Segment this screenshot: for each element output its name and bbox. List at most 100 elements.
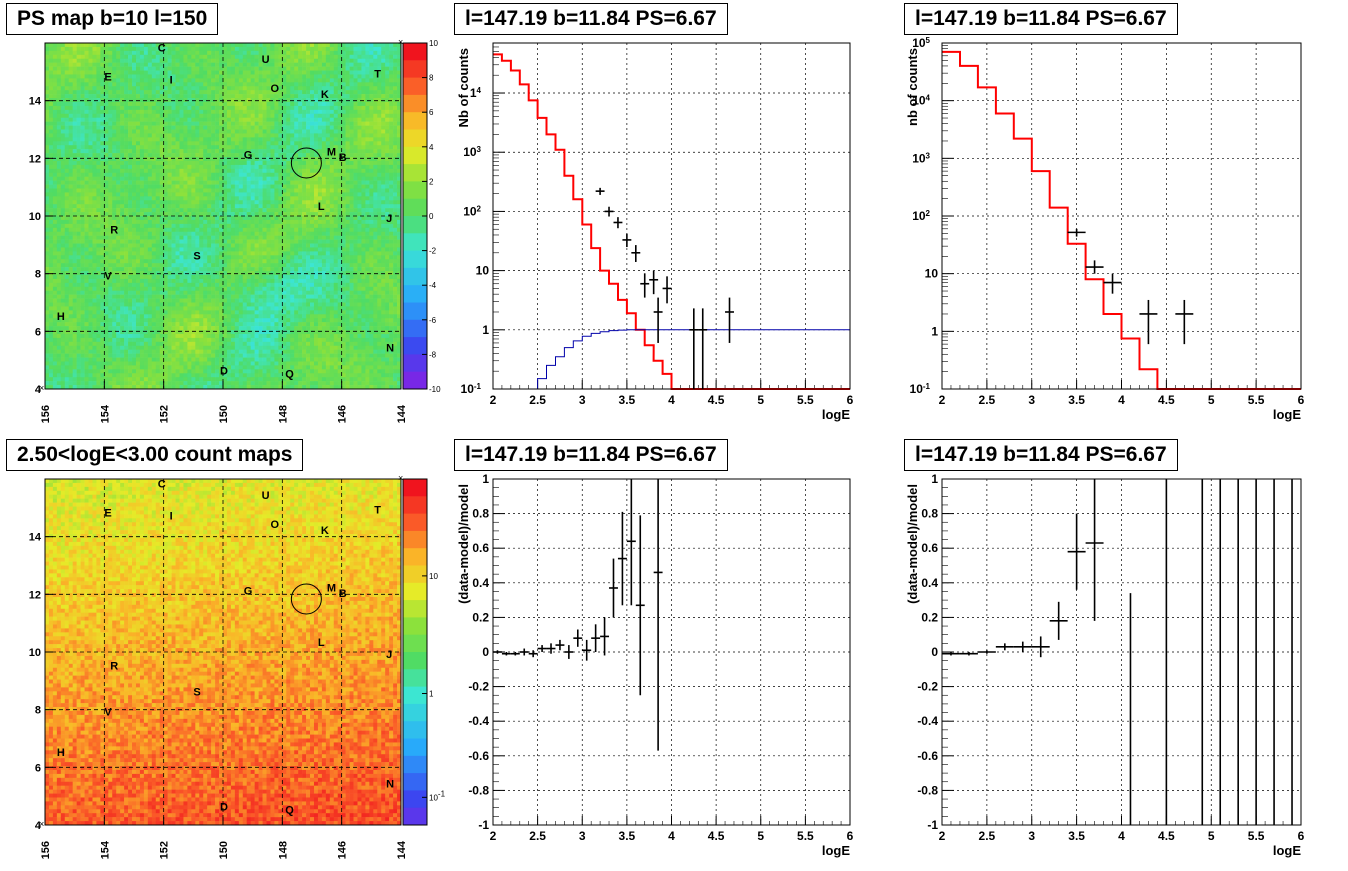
y-tick-label: 0.2 — [472, 610, 489, 624]
y-tick-label: 102 — [463, 204, 481, 219]
map-x-tick-label: 144 — [396, 404, 408, 423]
y-tick-label: 0.4 — [921, 576, 938, 590]
colorbar-cell — [403, 302, 427, 321]
x-tick-label: 4.5 — [708, 393, 725, 407]
source-label-R: R — [110, 224, 118, 236]
colorbar-cell — [403, 755, 427, 774]
map-x-tick-label: 146 — [337, 405, 349, 423]
y-axis-label: nb of counts — [905, 48, 920, 126]
map-x-tick-label: 154 — [99, 404, 111, 423]
colorbar-tick-label: -2 — [429, 247, 437, 256]
colorbar-cell — [403, 129, 427, 148]
x-tick-label: 4.5 — [1158, 393, 1175, 407]
colorbar-cell — [403, 371, 427, 390]
x-tick-label: 2 — [939, 829, 946, 843]
x-tick-label: 4 — [1118, 393, 1125, 407]
colorbar-cell — [403, 354, 427, 373]
y-axis-label: Nb of counts — [456, 48, 471, 127]
colorbar-cell — [403, 721, 427, 739]
colorbar-cell — [403, 216, 427, 234]
count-map: 156 154 152 150 148 146 144 4 6 8 10 12 14 C U T E I O K G M B… — [29, 473, 446, 859]
ps-map: 156 154 152 150 148 146 144 4 6 8 10 12 14 C U T E I O K G M B… — [29, 37, 441, 423]
source-label-Q: Q — [285, 804, 294, 816]
corner-mark: × — [39, 819, 44, 829]
residual-2-title: l=147.19 b=11.84 PS=6.67 — [904, 439, 1178, 471]
source-label-I: I — [170, 510, 173, 522]
x-tick-label: 3.5 — [619, 393, 636, 407]
source-label-E: E — [104, 507, 111, 519]
map-y-tick-label: 10 — [29, 647, 41, 659]
y-tick-label: -0.6 — [917, 749, 938, 763]
y-axis-label: (data-model)/model — [905, 484, 920, 604]
chart-panel-3: 2 2.5 3 3.5 4 4.5 5 5.5 6 1 0.8 0.6 0.4 0.2 0 -0.2 -0.4 -… — [456, 472, 854, 858]
source-label-G: G — [244, 149, 253, 161]
source-label-E: E — [104, 71, 111, 83]
y-tick-label: 0.8 — [472, 507, 489, 521]
source-label-T: T — [374, 505, 381, 517]
y-tick-label: -0.4 — [917, 714, 938, 728]
plot-frame — [492, 42, 851, 390]
map-y-tick-label: 8 — [35, 705, 41, 717]
series-0-line — [942, 50, 1301, 390]
map-x-tick-label: 152 — [159, 405, 171, 423]
y-tick-label: 1 — [931, 324, 938, 338]
source-label-I: I — [170, 74, 173, 86]
corner-mark: × — [398, 37, 403, 47]
y-tick-label: -0.4 — [468, 714, 489, 728]
source-label-K: K — [321, 89, 329, 101]
x-tick-label: 3.5 — [619, 829, 636, 843]
x-tick-label: 5.5 — [797, 829, 814, 843]
colorbar-cell — [403, 181, 427, 200]
corner-mark: × — [39, 383, 44, 393]
y-tick-label: -0.8 — [468, 783, 489, 797]
source-label-V: V — [104, 270, 112, 282]
x-axis-label: logE — [822, 407, 850, 422]
x-tick-label: 6 — [847, 829, 854, 843]
map-y-tick-label: 10 — [29, 211, 41, 223]
x-tick-label: 5 — [757, 393, 764, 407]
x-tick-label: 2 — [490, 829, 497, 843]
colorbar-cell — [403, 513, 427, 532]
colorbar-cell — [403, 267, 427, 286]
colorbar-cell — [403, 479, 427, 497]
colorbar-tick-label: 6 — [429, 108, 434, 117]
colorbar-tick-label: 8 — [429, 74, 434, 83]
map-y-tick-label: 6 — [35, 762, 41, 774]
x-tick-label: 6 — [1298, 829, 1305, 843]
y-tick-label: 0.6 — [921, 541, 938, 555]
x-tick-label: 5.5 — [1248, 393, 1265, 407]
plot-frame — [941, 42, 1302, 390]
x-tick-label: 2.5 — [529, 829, 546, 843]
source-label-Q: Q — [285, 368, 294, 380]
colorbar-cell — [403, 703, 427, 722]
colorbar-cell — [403, 146, 427, 165]
colorbar-cell — [403, 773, 427, 791]
source-label-O: O — [270, 83, 279, 95]
source-label-L: L — [318, 637, 325, 649]
colorbar-tick-label: 2 — [429, 177, 434, 186]
x-axis-label: logE — [822, 843, 850, 858]
y-tick-label: 0.2 — [921, 610, 938, 624]
chart-panel-1: 2 2.5 3 3.5 4 4.5 5 5.5 6 10-1 1 10 102 103 14 logE Nb o… — [456, 42, 854, 422]
colorbar-cell — [403, 582, 427, 601]
colorbar-cell — [403, 164, 427, 182]
map-y-tick-label: 4 — [35, 384, 42, 396]
map-y-tick-label: 14 — [29, 532, 42, 544]
x-tick-label: 5.5 — [797, 393, 814, 407]
source-label-S: S — [193, 250, 200, 262]
y-tick-label: 102 — [912, 209, 930, 224]
source-label-L: L — [318, 201, 325, 213]
x-tick-label: 4.5 — [1158, 829, 1175, 843]
y-tick-label: -0.8 — [917, 783, 938, 797]
chart-panel-2: 2 2.5 3 3.5 4 4.5 5 5.5 610-1110102103104105logE… — [905, 36, 1305, 423]
source-label-U: U — [262, 54, 270, 66]
colorbar-cell — [403, 198, 427, 217]
x-tick-label: 2 — [939, 393, 946, 407]
y-tick-label: 103 — [463, 145, 481, 160]
colorbar-tick-label: 4 — [429, 143, 434, 152]
source-label-U: U — [262, 490, 270, 502]
x-tick-label: 2 — [490, 393, 497, 407]
map-x-tick-label: 156 — [40, 841, 52, 859]
y-tick-label: 10-1 — [461, 382, 482, 397]
x-tick-label: 3.5 — [1068, 393, 1085, 407]
